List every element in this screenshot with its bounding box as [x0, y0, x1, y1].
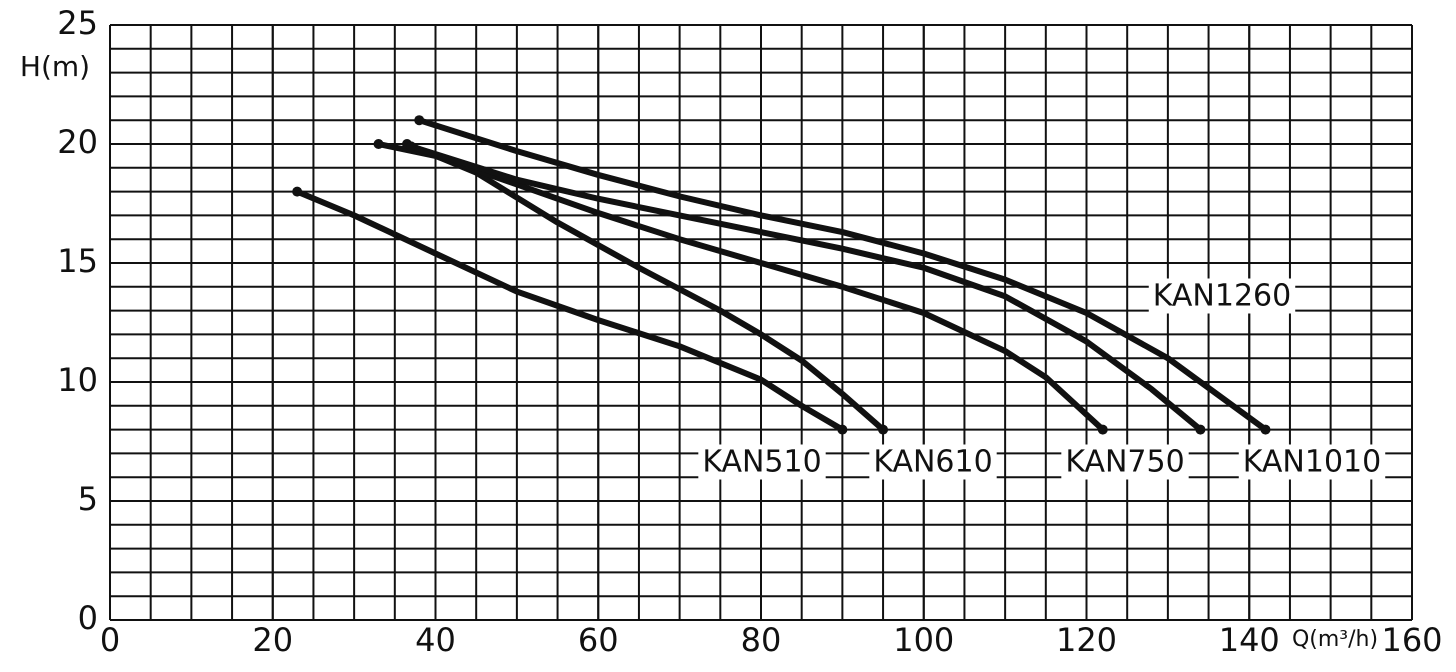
- end-dot: [1195, 424, 1206, 435]
- end-dot: [292, 186, 303, 197]
- end-dot: [406, 141, 417, 152]
- curve-label: KAN1260: [1153, 279, 1291, 314]
- end-dot: [1097, 424, 1108, 435]
- y-tick-label: 0: [78, 599, 98, 637]
- end-dot: [414, 115, 425, 126]
- y-axis-label: H(m): [20, 50, 90, 83]
- x-tick-label: 0: [100, 621, 120, 659]
- y-tick-label: 25: [57, 4, 98, 42]
- curve: [375, 141, 1106, 433]
- x-tick-label: 120: [1056, 621, 1117, 659]
- end-dot: [373, 139, 384, 149]
- x-tick-label: 80: [741, 621, 782, 659]
- end-dot: [1260, 424, 1271, 435]
- end-dot: [878, 424, 889, 435]
- label-background: [869, 444, 997, 480]
- y-tick-label: 10: [57, 361, 98, 399]
- curve-label-group: KAN610: [869, 444, 997, 480]
- curve: [294, 188, 846, 433]
- curve: [404, 141, 887, 433]
- y-tick-label: 20: [57, 123, 98, 161]
- x-tick-label: 160: [1381, 621, 1442, 659]
- y-tick-label: 5: [78, 480, 98, 518]
- x-tick-label: 20: [252, 621, 293, 659]
- label-background: [1061, 444, 1189, 480]
- curve-label: KAN750: [1065, 445, 1184, 480]
- label-background: [1238, 444, 1386, 480]
- curve-label: KAN610: [873, 445, 992, 480]
- curve: [416, 117, 1269, 433]
- end-dot: [837, 424, 848, 435]
- label-background: [698, 444, 826, 480]
- x-tick-label: 60: [578, 621, 619, 659]
- x-axis-label: Q(m³/h): [1292, 627, 1378, 652]
- curve-label-group: KAN750: [1061, 444, 1189, 480]
- y-tick-label: 15: [57, 242, 98, 280]
- x-tick-label: 140: [1219, 621, 1280, 659]
- x-tick-label: 40: [415, 621, 456, 659]
- curve-label-group: KAN510: [698, 444, 826, 480]
- label-background: [1148, 278, 1296, 314]
- x-tick-label: 100: [893, 621, 954, 659]
- curve-label: KAN510: [702, 445, 821, 480]
- curve-label-group: KAN1260: [1148, 278, 1296, 314]
- curve: [408, 143, 1204, 433]
- curve-label-group: KAN1010: [1238, 444, 1386, 480]
- curve-label: KAN1010: [1243, 445, 1381, 480]
